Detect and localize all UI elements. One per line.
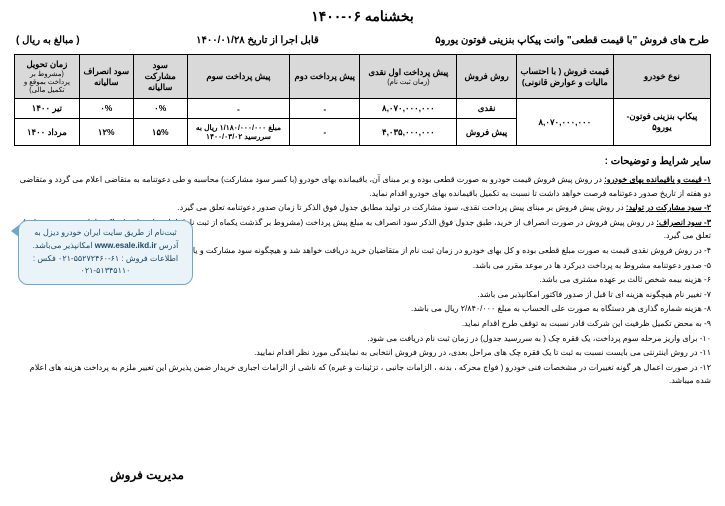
cell-pre1: ۸,۰۷۰,۰۰۰,۰۰۰ (360, 99, 457, 119)
cell-delivery: مرداد ۱۴۰۰ (15, 119, 80, 146)
cell-pre2: - (290, 119, 360, 146)
callout-line2: اطلاعات فروش : ۶۱-۵۵۲۷۲۴۶۰-۰۲۱ فکس : ۵۱۳… (27, 253, 184, 279)
terms-title: سایر شرایط و توضیحات : (14, 156, 711, 167)
term-item: ۹- به محض تکمیل ظرفیت این شرکت قادر نسبت… (14, 317, 711, 331)
term-item: ۱۱- در روش اینترنتی می بایست نسبت به ثبت… (14, 346, 711, 360)
cell-pre1: ۴,۰۳۵,۰۰۰,۰۰۰ (360, 119, 457, 146)
th-price: قیمت فروش ( با احتساب مالیات و عوارض قان… (516, 55, 613, 99)
cell-method: پیش فروش (457, 119, 516, 146)
term-item: ۱۲- در صورت اعمال هر گونه تغییرات در مشخ… (14, 361, 711, 388)
info-callout-box: ثبت‌نام از طریق سایت ایران خودرو دیزل به… (18, 220, 193, 285)
cell-car-type: پیکاپ بنزینی فوتون- یورو۵ (613, 99, 710, 146)
th-pre3: پیش پرداخت سوم (187, 55, 290, 99)
cell-price: ۸,۰۷۰,۰۰۰,۰۰۰ (516, 99, 613, 146)
cell-pre2: - (290, 99, 360, 119)
term-item: ۸- هزینه شماره گذاری هر دستگاه به صورت ع… (14, 302, 711, 316)
cell-delivery: تیر ۱۴۰۰ (15, 99, 80, 119)
th-delivery: زمان تحویل (مشروط بر پرداخت بموقع و تکمی… (15, 55, 80, 99)
th-ensraf: سود انصراف سالیانه (79, 55, 133, 99)
pricing-table: نوع خودرو قیمت فروش ( با احتساب مالیات و… (14, 54, 711, 146)
header-left: ( مبالغ به ریال ) (16, 35, 80, 46)
cell-ensraf: ۱۲% (79, 119, 133, 146)
th-pre2: پیش پرداخت دوم (290, 55, 360, 99)
table-row: پیکاپ بنزینی فوتون- یورو۵ ۸,۰۷۰,۰۰۰,۰۰۰ … (15, 99, 711, 119)
term-item: ۱۰- برای واریز مرحله سوم پرداخت، یک فقره… (14, 332, 711, 346)
th-pre1: پیش پرداخت اول نقدی (زمان ثبت نام) (360, 55, 457, 99)
th-method: روش فروش (457, 55, 516, 99)
cell-ensraf: ۰% (79, 99, 133, 119)
term-item: ۷- تغییر نام هیچگونه هزینه ای تا قبل از … (14, 288, 711, 302)
term-item: ۲- سود مشارکت در تولید: در روش پیش فروش … (14, 201, 711, 215)
cell-pre3: - (187, 99, 290, 119)
term-item: ۱- قیمت و باقیمانده بهای خودرو: در روش پ… (14, 173, 711, 200)
cell-sood: ۰% (133, 99, 187, 119)
th-sood: سود مشارکت سالیانه (133, 55, 187, 99)
footer-signature: مدیریت فروش (110, 468, 184, 482)
cell-sood: ۱۵% (133, 119, 187, 146)
th-car-type: نوع خودرو (613, 55, 710, 99)
header-row: طرح های فروش "با قیمت قطعی" وانت پیکاپ ب… (14, 35, 711, 46)
cell-method: نقدی (457, 99, 516, 119)
document-title: بخشنامه ۰۶-۱۴۰۰ (14, 8, 711, 25)
cell-pre3: مبلغ ۱/۱۸۰/۰۰۰/۰۰۰ ریال به سررسید ۱۴۰۰/۰… (187, 119, 290, 146)
callout-url: www.esale.ikd.ir (95, 240, 157, 253)
callout-line1: ثبت‌نام از طریق سایت ایران خودرو دیزل به… (27, 227, 184, 253)
header-center: قابل اجرا از تاریخ ۱۴۰۰/۰۱/۲۸ (196, 35, 319, 46)
header-right: طرح های فروش "با قیمت قطعی" وانت پیکاپ ب… (435, 35, 709, 46)
